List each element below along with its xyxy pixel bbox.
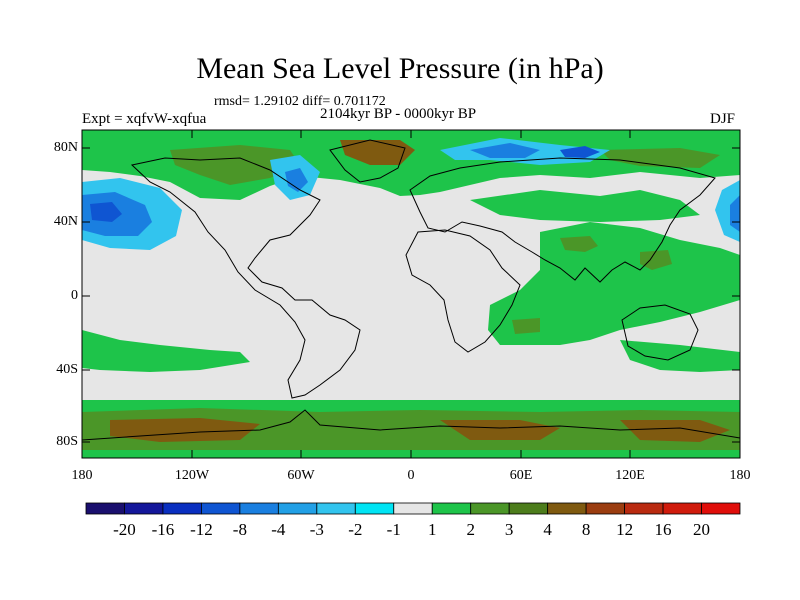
lat-label-40n: 40N (53, 214, 78, 229)
colorbar-swatch (701, 502, 741, 515)
colorbar-swatch (431, 502, 472, 515)
indian-ocean-olive-3 (512, 318, 540, 334)
colorbar-label: 20 (693, 520, 711, 539)
lat-label-0: 0 (71, 288, 78, 303)
lon-label-180w: 180 (71, 468, 93, 483)
season-label: DJF (710, 111, 736, 127)
colorbar-label: 2 (466, 520, 475, 539)
colorbar-label: -8 (232, 520, 247, 539)
colorbar-swatch (124, 502, 164, 515)
coastlines (82, 139, 740, 441)
lon-label-0: 0 (407, 468, 415, 483)
antarctic-brown-2 (440, 420, 560, 440)
lon-label-120e: 120E (615, 468, 645, 483)
greenland-coast (329, 139, 406, 183)
colorbar-swatch (393, 502, 433, 515)
colorbar-label: 8 (581, 520, 591, 539)
africa-coast (405, 229, 521, 353)
colorbar-label: 3 (504, 520, 514, 539)
indian-ocean-green (488, 222, 740, 345)
lat-label-80s: 80S (56, 434, 78, 449)
colorbar-label: -4 (271, 520, 286, 539)
colorbar-swatch (585, 502, 625, 515)
colorbar-label: -20 (113, 520, 136, 539)
colorbar-swatch (508, 502, 549, 515)
colorbar-swatch (162, 502, 202, 515)
lat-label-40s: 40S (56, 362, 78, 377)
southern-olive-ring (82, 408, 740, 450)
colorbar-label: -3 (309, 520, 324, 539)
colorbar-label: 4 (543, 520, 552, 539)
indian-ocean-olive-1 (560, 236, 598, 252)
colorbar-label: -2 (348, 520, 363, 539)
kara-blue-core (560, 146, 600, 158)
colorbar-label: 1 (427, 520, 437, 539)
colorbar-swatch (85, 502, 125, 515)
lon-label-60e: 60E (509, 468, 533, 483)
npacific-core-blue (90, 202, 122, 222)
colorbar (85, 502, 741, 515)
lon-label-60w: 60W (287, 468, 315, 483)
antarctic-brown-3 (620, 420, 730, 442)
colorbar-swatch (547, 502, 587, 515)
indian-ocean-olive-2 (640, 250, 672, 270)
canada-blue-core (285, 168, 308, 192)
australia-coast (621, 304, 699, 361)
siberia-olive-patch (600, 148, 720, 168)
colorbar-label: -1 (386, 520, 401, 539)
east-edge-blue-core (730, 195, 740, 232)
chart-title: Mean Sea Level Pressure (in hPa) (196, 52, 604, 85)
arctic-olive-patch (170, 145, 300, 185)
north-america-coast (130, 157, 361, 399)
colorbar-label: 12 (616, 520, 634, 539)
period-text: 2104kyr BP - 0000kyr BP (320, 106, 477, 122)
colorbar-swatch (662, 502, 702, 515)
barents-blue-core (470, 143, 540, 158)
colorbar-swatch (354, 502, 395, 515)
lat-label-80n: 80N (53, 140, 78, 155)
eurasia-coast (409, 157, 716, 283)
lon-label-180e: 180 (729, 468, 751, 483)
atlantic-green-tongue (470, 190, 700, 222)
colorbar-swatch (277, 502, 318, 515)
colorbar-swatch (316, 502, 356, 515)
colorbar-swatch (239, 502, 279, 515)
axis-ticks (82, 130, 740, 458)
colorbar-label: -12 (190, 520, 213, 539)
southern-green-band (82, 330, 250, 372)
experiment-label: Expt = xqfvW-xqfua (82, 111, 207, 127)
colorbar-swatch (470, 502, 510, 515)
colorbar-label: -16 (151, 520, 175, 539)
colorbar-swatch (624, 502, 664, 515)
colorbar-label: 16 (654, 520, 672, 539)
lon-label-120w: 120W (174, 468, 210, 483)
stats-text: rmsd= 1.29102 diff= 0.701172 (214, 94, 386, 109)
south-pacific-green (620, 340, 740, 372)
colorbar-swatch (201, 502, 241, 515)
antarctica-coast (82, 409, 740, 441)
